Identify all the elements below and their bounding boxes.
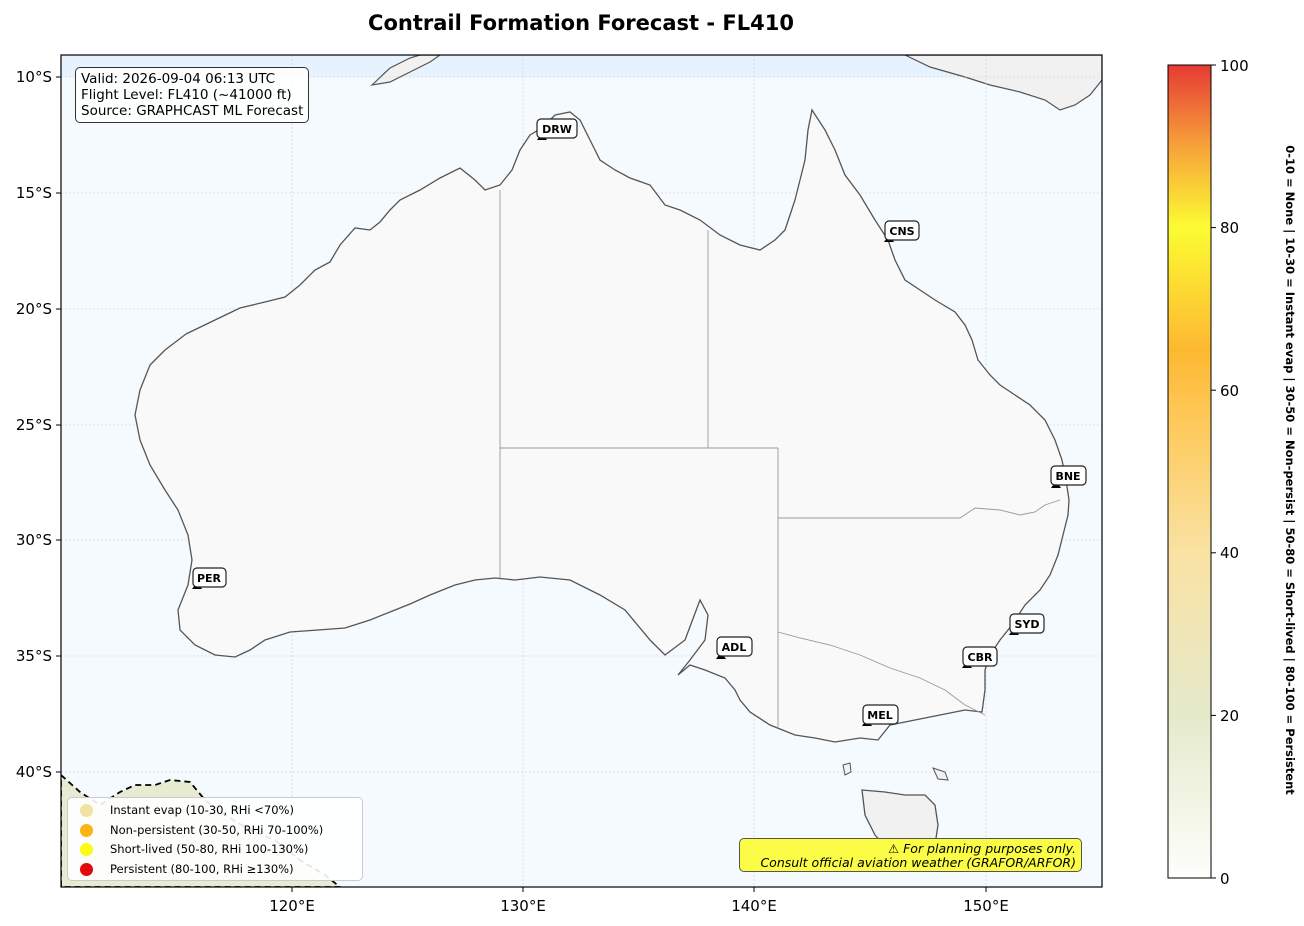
valid-time: Valid: 2026-09-04 06:13 UTC bbox=[81, 71, 276, 87]
airport-adl[interactable]: ADL bbox=[716, 636, 753, 657]
lat-tick: 20°S bbox=[16, 300, 52, 318]
airport-code: PER bbox=[197, 572, 222, 585]
map-area[interactable]: DRW CNS BNE PER ADL SYD bbox=[61, 55, 1102, 887]
lat-tick: 30°S bbox=[16, 531, 52, 549]
airport-code: CNS bbox=[889, 225, 914, 238]
airport-code: DRW bbox=[542, 123, 572, 136]
legend-label: Persistent (80-100, RHi ≥130%) bbox=[110, 862, 294, 876]
flight-level: Flight Level: FL410 (~41000 ft) bbox=[81, 87, 292, 103]
airport-mel[interactable]: MEL bbox=[862, 704, 899, 725]
legend-item: Persistent (80-100, RHi ≥130%) bbox=[80, 860, 294, 878]
lat-tick: 15°S bbox=[16, 184, 52, 202]
lon-tick: 130°E bbox=[500, 897, 546, 915]
airport-code: ADL bbox=[722, 641, 747, 654]
lon-tick: 150°E bbox=[963, 897, 1009, 915]
colorbar-label-text: 0-10 = None | 10-30 = Instant evap | 30-… bbox=[1283, 145, 1297, 795]
colorbar-tick: 60 bbox=[1220, 382, 1239, 400]
colorbar-label: 0-10 = None | 10-30 = Instant evap | 30-… bbox=[1282, 70, 1298, 870]
lon-tick: 120°E bbox=[269, 897, 315, 915]
legend-dot bbox=[80, 803, 93, 817]
colorbar-tick: 0 bbox=[1220, 870, 1230, 888]
state-borders bbox=[499, 190, 1061, 728]
flinders-island bbox=[932, 767, 949, 781]
planning-disclaimer: ⚠ For planning purposes only. Consult of… bbox=[739, 838, 1082, 872]
lon-axis: 120°E 130°E 140°E 150°E bbox=[269, 887, 1009, 915]
disclaimer-line-2: Consult official aviation weather (GRAFO… bbox=[760, 855, 1076, 870]
airport-per[interactable]: PER bbox=[192, 567, 227, 588]
legend-dot bbox=[80, 842, 93, 856]
legend-label: Non-persistent (30-50, RHi 70-100%) bbox=[110, 823, 324, 837]
lon-tick: 140°E bbox=[731, 897, 777, 915]
colorbar-tick: 80 bbox=[1220, 219, 1239, 237]
map-legend: Instant evap (10-30, RHi <70%) Non-persi… bbox=[67, 797, 363, 881]
forecast-band bbox=[61, 55, 1102, 77]
colorbar-tick: 20 bbox=[1220, 707, 1239, 725]
timor bbox=[370, 55, 442, 86]
airport-code: BNE bbox=[1055, 470, 1080, 483]
airport-code: CBR bbox=[968, 651, 993, 664]
lat-tick: 35°S bbox=[16, 647, 52, 665]
colorbar: 0 20 40 60 80 100 bbox=[1167, 57, 1249, 888]
legend-item: Non-persistent (30-50, RHi 70-100%) bbox=[80, 821, 323, 839]
king-island bbox=[842, 762, 852, 776]
forecast-source: Source: GRAPHCAST ML Forecast bbox=[81, 103, 304, 119]
legend-dot bbox=[80, 862, 93, 876]
colorbar-tick: 40 bbox=[1220, 544, 1239, 562]
airport-drw[interactable]: DRW bbox=[536, 118, 578, 139]
lat-tick: 10°S bbox=[16, 68, 52, 86]
legend-label: Short-lived (50-80, RHi 100-130%) bbox=[110, 842, 309, 856]
airport-cns[interactable]: CNS bbox=[884, 220, 920, 241]
airport-code: MEL bbox=[867, 709, 892, 722]
new-guinea bbox=[904, 55, 1102, 111]
airport-syd[interactable]: SYD bbox=[1009, 613, 1045, 634]
forecast-info-box: Valid: 2026-09-04 06:13 UTC Flight Level… bbox=[75, 67, 310, 123]
colorbar-tick: 100 bbox=[1220, 57, 1249, 75]
lat-tick: 25°S bbox=[16, 416, 52, 434]
legend-label: Instant evap (10-30, RHi <70%) bbox=[110, 803, 294, 817]
lat-axis: 10°S 15°S 20°S 25°S 30°S 35°S 40°S bbox=[16, 68, 61, 781]
lat-tick: 40°S bbox=[16, 763, 52, 781]
disclaimer-line-1: ⚠ For planning purposes only. bbox=[888, 841, 1076, 856]
airport-bne[interactable]: BNE bbox=[1050, 465, 1087, 486]
map-title: Contrail Formation Forecast - FL410 bbox=[368, 11, 794, 35]
airport-code: SYD bbox=[1014, 618, 1039, 631]
legend-dot bbox=[80, 823, 93, 837]
legend-item: Short-lived (50-80, RHi 100-130%) bbox=[80, 840, 308, 858]
airport-labels: DRW CNS BNE PER ADL SYD bbox=[192, 118, 1087, 725]
airport-cbr[interactable]: CBR bbox=[962, 646, 998, 667]
colorbar-gradient bbox=[1167, 64, 1212, 879]
legend-item: Instant evap (10-30, RHi <70%) bbox=[80, 801, 294, 819]
map-border bbox=[60, 54, 1103, 888]
